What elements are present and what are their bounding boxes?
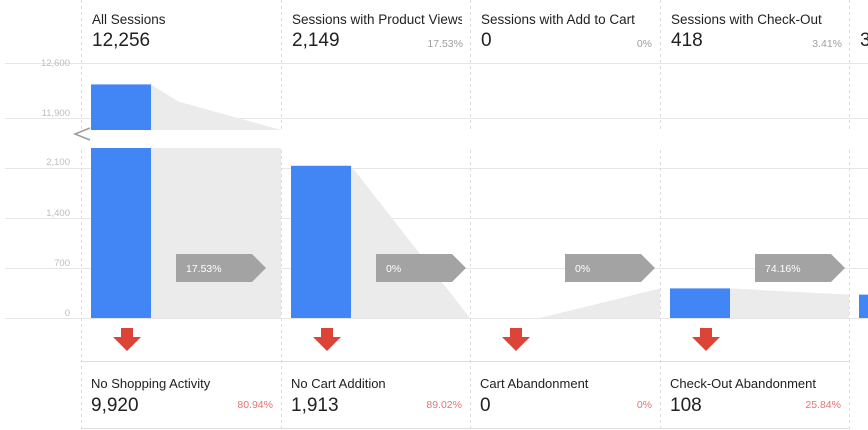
flow-area (151, 148, 281, 318)
stage-value: 2,149 (292, 30, 340, 51)
stage-header: Sessions with Add to Cart 0 0% (470, 0, 660, 68)
conversion-arrow (565, 254, 655, 282)
stage-header: All Sessions 12,256 (81, 0, 271, 68)
axis-break-mark (72, 127, 91, 141)
stage-header: Se3 (860, 30, 868, 51)
dropoff-title: No Cart Addition (291, 376, 386, 391)
y-tick-label: 11,900 (41, 108, 70, 119)
dropoff-percent: 80.94% (237, 399, 273, 411)
dropoff-title: Check-Out Abandonment (670, 376, 816, 391)
dropoff-box: No Cart Addition 1,913 89.02% (281, 361, 470, 429)
conversion-label: 74.16% (765, 263, 801, 275)
y-tick-label: 1,400 (46, 208, 70, 219)
funnel-bar (91, 148, 151, 318)
dropoff-percent: 25.84% (805, 399, 841, 411)
dropoff-box: Check-Out Abandonment 108 25.84% (660, 361, 849, 429)
dropoff-title: No Shopping Activity (91, 376, 211, 391)
dropoff-arrow-icon (502, 328, 530, 351)
conversion-label: 0% (386, 263, 401, 275)
dropoff-value: 108 (670, 395, 702, 416)
conversion-arrow (755, 254, 845, 282)
stage-value: 0 (481, 30, 492, 51)
stage-percent: 3.41% (812, 38, 842, 50)
dropoff-arrow-icon (692, 328, 720, 351)
dropoff-percent: 89.02% (426, 399, 462, 411)
y-tick-label: 700 (54, 258, 70, 269)
funnel-bar (291, 165, 351, 318)
y-tick-label: 12,600 (40, 58, 70, 69)
dropoff-title: Cart Abandonment (480, 376, 589, 391)
stage-title: Sessions with Check-Out (671, 12, 822, 27)
funnel-bar (670, 288, 730, 318)
conversion-arrow (376, 254, 466, 282)
funnel-bar (859, 294, 868, 318)
stage-header: Sessions with Check-Out 418 3.41% (660, 0, 850, 68)
dropoff-box: No Shopping Activity 9,920 80.94% (81, 361, 281, 429)
dropoff-arrow-icon (313, 328, 341, 351)
stage-percent: 0% (636, 38, 652, 50)
stage-percent: 17.53% (427, 38, 463, 50)
stage-value: 12,256 (92, 30, 151, 51)
axis-break-gap (5, 130, 868, 148)
dropoff-value: 1,913 (291, 395, 339, 416)
conversion-arrow (176, 254, 266, 282)
flow-area (540, 288, 660, 318)
stage-value: 418 (671, 30, 703, 51)
dropoff-arrow-icon (113, 328, 141, 351)
y-tick-label: 0 (64, 308, 70, 319)
stage-header: Sessions with Product Views 2,149 17.53% (281, 0, 471, 68)
stage-title: All Sessions (92, 12, 166, 27)
stage-title: Sessions with Product Views (292, 12, 462, 27)
stage-title: Sessions with Add to Cart (481, 12, 635, 27)
dropoff-value: 0 (480, 395, 491, 416)
flow-area (151, 94, 281, 130)
dropoff-box: Cart Abandonment 0 0% (470, 361, 660, 429)
dropoff-value: 9,920 (91, 395, 139, 416)
conversion-label: 17.53% (186, 263, 222, 275)
dropoff-percent: 0% (636, 399, 652, 411)
flow-area (351, 165, 470, 318)
y-tick-label: 2,100 (46, 157, 70, 168)
conversion-label: 0% (575, 263, 590, 275)
flow-area (730, 288, 849, 318)
